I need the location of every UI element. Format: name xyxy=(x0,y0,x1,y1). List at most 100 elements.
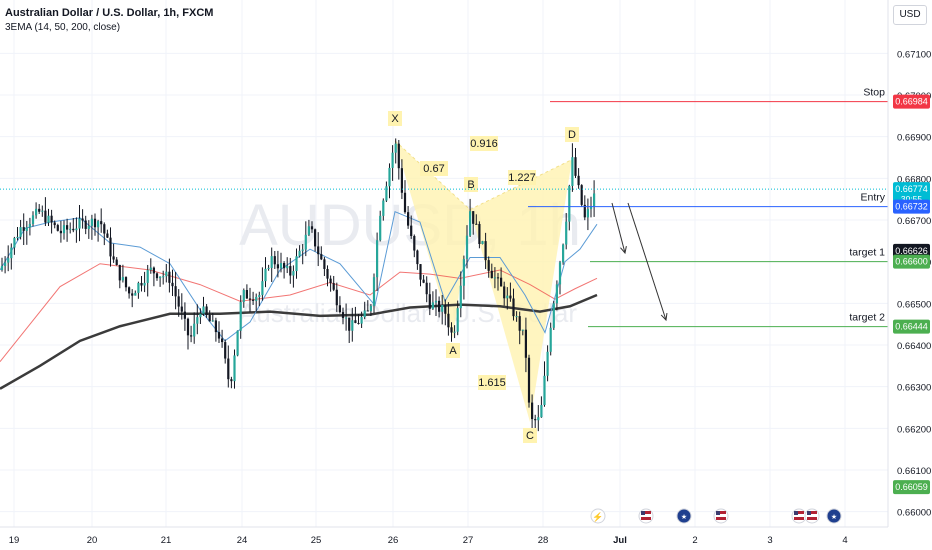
time-tick-label: 27 xyxy=(463,535,474,546)
currency-button[interactable]: USD xyxy=(893,5,927,25)
candle-body xyxy=(214,320,217,333)
candle-body xyxy=(53,222,56,226)
candle-bull xyxy=(31,211,35,227)
price-label-value: 0.66732 xyxy=(895,202,928,212)
candle-bear xyxy=(84,215,87,235)
candle-bear xyxy=(326,265,329,287)
candle-bear xyxy=(577,168,580,189)
time-tick-label: 25 xyxy=(311,535,322,546)
economic-events: ⚡ ★ ★ xyxy=(590,508,842,524)
candle-bear xyxy=(100,208,103,233)
candle-body xyxy=(580,185,583,205)
candle-body xyxy=(283,263,286,269)
candle-bull xyxy=(565,213,568,250)
harmonic-point-bg xyxy=(388,111,402,126)
candle-body xyxy=(131,293,134,296)
candle-bull xyxy=(555,280,558,311)
candle-bear xyxy=(416,249,419,270)
candle-bull xyxy=(47,208,50,226)
candle-body xyxy=(366,310,369,312)
harmonic-point-bg xyxy=(446,343,460,358)
candle-body xyxy=(4,262,7,266)
candle-body xyxy=(326,268,329,279)
candle-body xyxy=(369,305,372,312)
candle-bear xyxy=(72,218,75,233)
candle-bear xyxy=(22,213,25,246)
candle-bull xyxy=(562,243,565,265)
candle-bull xyxy=(7,245,10,272)
candle-bull xyxy=(28,217,31,236)
price-label-dark: 0.66626 xyxy=(893,243,930,258)
candle-body xyxy=(413,235,416,251)
candle-body xyxy=(239,301,242,331)
candle-bear xyxy=(583,195,586,221)
candle-body xyxy=(372,277,376,306)
candle-body xyxy=(568,185,571,222)
price-label-value: 0.66600 xyxy=(895,257,928,267)
candle-body xyxy=(279,263,283,269)
candle-bear xyxy=(205,304,208,318)
us-flag-canton xyxy=(807,511,811,515)
candle-bear xyxy=(155,272,159,281)
candle-bear xyxy=(428,282,431,316)
candle-body xyxy=(589,206,593,209)
candle-body xyxy=(171,282,174,287)
candle-body xyxy=(524,329,527,358)
price-label-value: 0.66626 xyxy=(895,246,928,256)
candle-bull xyxy=(593,180,596,217)
harmonic-ratio-label: 0.916 xyxy=(470,138,498,150)
candle-bear xyxy=(509,282,512,302)
candle-body xyxy=(149,267,152,270)
au-flag-event-icon: ★ xyxy=(826,508,842,524)
candle-bull xyxy=(87,220,90,239)
harmonic-point-bg xyxy=(523,428,537,443)
target-2-label: target 2 xyxy=(849,312,885,324)
candle-bull xyxy=(382,198,385,221)
candle-body xyxy=(69,228,72,230)
candle-bear xyxy=(252,291,255,305)
time-tick-label: 4 xyxy=(842,535,847,546)
candle-bear xyxy=(81,209,84,229)
candle-body xyxy=(304,234,307,250)
lightning-glyph: ⚡ xyxy=(592,511,603,523)
candle-bull xyxy=(143,271,146,293)
candle-body xyxy=(106,233,109,238)
candle-bull xyxy=(304,221,307,257)
candle-bull xyxy=(134,290,137,296)
candle-bear xyxy=(227,345,230,388)
candle-body xyxy=(360,317,363,324)
us-flag-event-icon xyxy=(713,508,729,524)
price-tick-label: 0.66900 xyxy=(897,133,931,144)
harmonic-ratio-bg xyxy=(420,161,448,176)
candle-body xyxy=(478,224,481,245)
candle-bull xyxy=(369,304,372,316)
candle-body xyxy=(363,310,366,318)
candle-bear xyxy=(56,223,59,232)
candle-bear xyxy=(224,339,227,364)
time-axis-ticks: 19 20 21 24 25 26 27 28 Jul 2 3 4 xyxy=(9,535,848,546)
candle-bull xyxy=(233,349,236,389)
candle-bear xyxy=(531,394,534,431)
candle-body xyxy=(531,402,534,420)
candle-bull xyxy=(13,236,16,255)
candle-body xyxy=(236,330,239,356)
candle-bear xyxy=(66,218,69,242)
candle-body xyxy=(190,335,193,337)
candle-body xyxy=(230,379,233,382)
candle-body xyxy=(431,302,434,309)
candle-bear xyxy=(273,250,276,269)
us-flag-stripe xyxy=(794,517,804,520)
candle-body xyxy=(264,268,267,282)
ema-14-line xyxy=(0,210,598,342)
candle-bull xyxy=(481,240,484,245)
candle-body xyxy=(47,215,50,223)
candle-body xyxy=(465,235,469,260)
au-flag-star: ★ xyxy=(681,513,687,521)
au-flag-circle xyxy=(826,508,842,524)
candle-bull xyxy=(78,205,81,242)
indicator-legend[interactable]: 3EMA (14, 50, 200, close) xyxy=(5,22,121,33)
harmonic-point-c: C xyxy=(526,430,534,442)
candle-bull xyxy=(345,303,348,331)
candle-bull xyxy=(264,257,267,288)
